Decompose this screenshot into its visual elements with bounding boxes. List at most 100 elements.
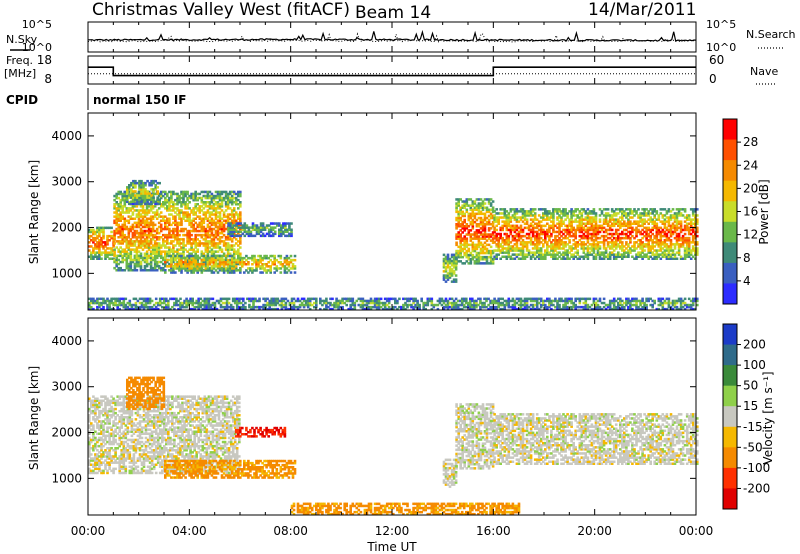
scatter-cell <box>531 228 535 232</box>
scatter-cell <box>143 215 147 218</box>
scatter-cell <box>655 218 659 221</box>
scatter-cell <box>218 213 222 216</box>
scatter-cell <box>174 236 177 239</box>
scatter-cell <box>596 236 600 240</box>
scatter-cell <box>463 214 466 218</box>
scatter-cell <box>115 231 118 235</box>
scatter-cell <box>141 219 145 222</box>
scatter-cell <box>479 231 483 234</box>
scatter-cell <box>558 245 561 248</box>
scatter-cell <box>566 232 569 236</box>
scatter-cell <box>450 274 454 277</box>
scatter-cell <box>238 307 241 311</box>
scatter-cell <box>154 202 157 206</box>
scatter-cell <box>166 192 169 196</box>
scatter-cell <box>239 217 242 220</box>
scatter-cell <box>212 223 216 227</box>
scatter-cell <box>206 229 210 233</box>
scatter-cell <box>448 266 452 269</box>
scatter-cell <box>198 269 202 272</box>
scatter-cell <box>196 267 199 270</box>
scatter-cell <box>321 303 324 307</box>
scatter-cell <box>655 257 659 260</box>
scatter-cell <box>208 225 212 229</box>
scatter-cell <box>117 196 120 200</box>
scatter-cell <box>527 232 531 236</box>
scatter-cell <box>556 222 559 225</box>
scatter-cell <box>455 243 458 247</box>
scatter-cell <box>116 303 119 307</box>
scatter-cell <box>457 210 460 214</box>
scatter-cell <box>158 202 161 206</box>
scatter-cell <box>467 247 471 251</box>
scatter-cell <box>125 260 129 264</box>
scatter-cell <box>138 305 142 309</box>
scatter-cell <box>347 299 350 303</box>
scatter-cell <box>102 301 105 305</box>
scatter-cell <box>228 213 232 216</box>
scatter-cell <box>677 214 681 217</box>
scatter-cell <box>188 196 191 200</box>
scatter-cell <box>533 208 537 211</box>
scatter-cell <box>220 205 224 208</box>
scatter-cell <box>515 226 519 230</box>
scatter-cell <box>558 232 561 236</box>
scatter-cell <box>631 228 634 232</box>
scatter-cell <box>509 230 513 234</box>
scatter-cell <box>166 260 169 264</box>
scatter-cell <box>214 201 218 204</box>
scatter-cell <box>275 258 279 262</box>
scatter-cell <box>172 190 175 194</box>
scatter-cell <box>162 227 165 231</box>
scatter-cell <box>633 249 636 252</box>
scatter-cell <box>333 303 336 307</box>
scatter-cell <box>525 241 529 244</box>
scatter-cell <box>610 208 614 211</box>
scatter-cell <box>471 225 475 228</box>
scatter-cell <box>153 244 157 247</box>
scatter-cell <box>471 218 475 222</box>
scatter-cell <box>689 253 693 256</box>
scatter-cell <box>556 247 559 250</box>
scatter-cell <box>592 239 596 242</box>
scatter-cell <box>127 219 131 222</box>
scatter-cell <box>519 216 523 219</box>
scatter-cell <box>542 257 545 260</box>
scatter-cell <box>562 245 565 248</box>
scatter-cell <box>511 236 515 240</box>
scatter-cell <box>206 252 210 255</box>
scatter-cell <box>625 228 628 232</box>
scatter-cell <box>683 232 687 236</box>
scatter-cell <box>123 240 127 243</box>
scatter-cell <box>572 210 575 213</box>
scatter-cell <box>471 210 475 214</box>
scatter-cell <box>574 214 577 217</box>
scatter-cell <box>208 207 212 210</box>
scatter-cell <box>193 305 196 309</box>
freq-left-tick-bottom: 8 <box>44 72 52 86</box>
scatter-cell <box>188 242 191 245</box>
scatter-cell <box>210 227 214 231</box>
scatter-cell <box>102 236 105 240</box>
scatter-cell <box>172 252 175 255</box>
scatter-cell <box>495 208 498 211</box>
scatter-cell <box>635 210 638 213</box>
scatter-cell <box>604 216 608 219</box>
scatter-cell <box>230 254 234 258</box>
scatter-cell <box>145 207 149 210</box>
scatter-cell <box>136 198 139 201</box>
scatter-cell <box>200 217 204 220</box>
scatter-cell <box>239 271 242 274</box>
scatter-cell <box>155 201 159 204</box>
scatter-cell <box>564 241 567 244</box>
scatter-cell <box>696 222 699 225</box>
scatter-cell <box>272 307 275 311</box>
scatter-cell <box>689 228 693 232</box>
scatter-cell <box>454 274 458 277</box>
scatter-cell <box>641 245 644 248</box>
scatter-cell <box>511 228 515 232</box>
scatter-cell <box>576 257 579 260</box>
scatter-cell <box>117 192 120 196</box>
scatter-cell <box>194 211 197 214</box>
scatter-cell <box>119 236 122 239</box>
